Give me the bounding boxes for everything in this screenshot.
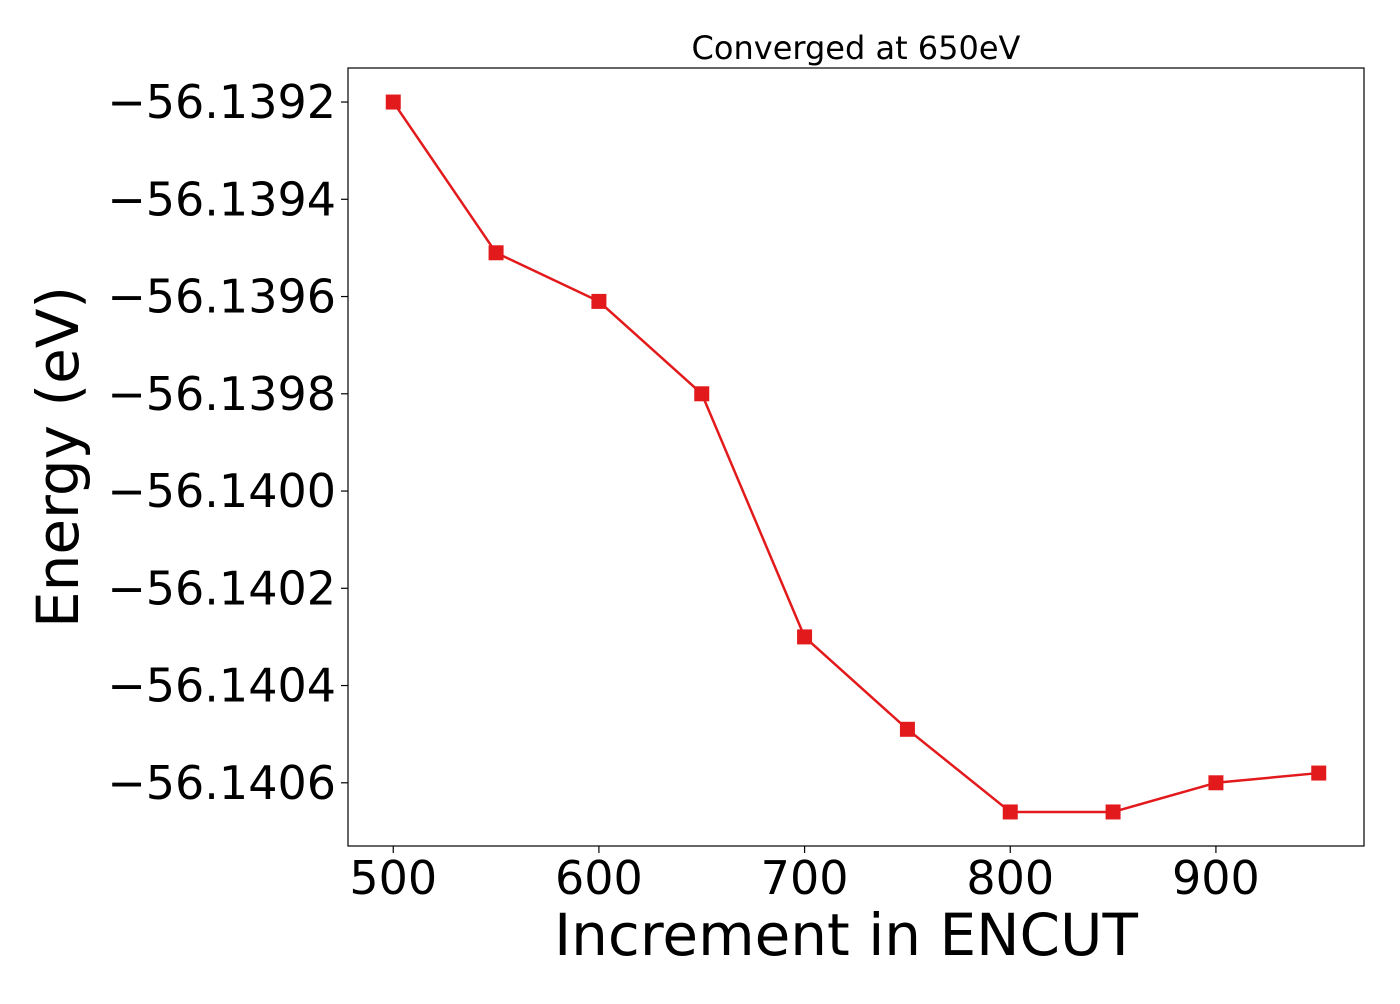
y-tick-label: −56.1402	[107, 561, 336, 615]
data-point	[694, 386, 710, 402]
data-point	[1208, 775, 1224, 791]
x-axis-label: Increment in ENCUT	[554, 901, 1138, 969]
x-tick-label: 500	[349, 851, 437, 905]
x-tick-label: 700	[761, 851, 849, 905]
y-axis-label: Energy (eV)	[24, 286, 92, 628]
data-point	[1311, 765, 1327, 781]
data-point	[1105, 804, 1121, 820]
data-point	[899, 721, 915, 737]
y-tick-label: −56.1394	[107, 172, 336, 226]
x-tick-label: 800	[966, 851, 1054, 905]
y-tick-label: −56.1392	[107, 75, 336, 129]
x-tick-label: 600	[555, 851, 643, 905]
chart-title: Converged at 650eV	[692, 29, 1021, 67]
x-tick-label: 900	[1172, 851, 1260, 905]
x-axis-ticks: 500 600 700 800 900	[349, 846, 1260, 905]
y-tick-label: −56.1404	[107, 659, 336, 713]
y-tick-label: −56.1396	[107, 270, 336, 324]
data-point	[797, 629, 813, 645]
y-tick-label: −56.1406	[107, 756, 336, 810]
plot-frame	[347, 67, 1365, 847]
data-point	[488, 245, 504, 261]
series-layer	[385, 94, 1327, 820]
data-point	[591, 293, 607, 309]
data-point	[385, 94, 401, 110]
y-tick-label: −56.1400	[107, 464, 336, 518]
y-axis-ticks: −56.1392 −56.1394 −56.1396 −56.1398 −56.1400…	[107, 75, 348, 810]
data-point	[1002, 804, 1018, 820]
series-line	[392, 101, 1319, 814]
y-tick-label: −56.1398	[107, 367, 336, 421]
